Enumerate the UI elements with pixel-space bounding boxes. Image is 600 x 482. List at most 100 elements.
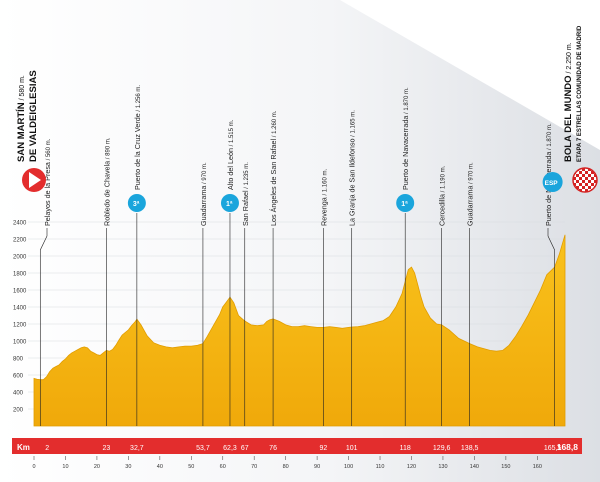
waypoint-label: Puerto de la Cruz Verde / 1.256 m. (133, 85, 142, 190)
y-tick-label: 800 (13, 357, 24, 363)
km-label: 76 (269, 445, 277, 452)
km-label: 129,6 (433, 445, 451, 452)
x-axis-ticks: 0 10 20 30 40 50 60 70 80 90 100 110 120 130 140 150 160 (32, 456, 542, 470)
y-tick-label: 1400 (13, 306, 27, 312)
x-tick-label: 70 (251, 464, 257, 470)
waypoint-altitude: / 1.515 m. (229, 119, 235, 148)
waypoint-label: Cercedilla / 1.190 m. (438, 165, 447, 226)
x-tick-label: 90 (314, 464, 320, 470)
y-tick-label: 1600 (13, 289, 27, 295)
y-tick-label: 600 (13, 374, 24, 380)
waypoint-name: Guadarrama (199, 186, 208, 226)
km-label: 118 (400, 445, 411, 452)
waypoint-name: Puerto de la Cruz Verde (133, 113, 142, 190)
x-tick-label: 130 (438, 464, 447, 470)
finish-category-badge-icon (542, 172, 563, 192)
waypoint-label: La Granja de San Ildefonso / 1.165 m. (348, 110, 357, 226)
x-tick-label: 40 (157, 464, 163, 470)
start-marker (22, 168, 46, 192)
waypoint-label: Robledo de Chavela / 890 m. (102, 137, 111, 226)
start-name-line1: SAN MARTÍN (16, 102, 27, 162)
waypoint-altitude: / 1.256 m. (136, 85, 142, 114)
waypoint-altitude: / 970 m. (469, 162, 475, 186)
waypoint-labels: Pelayos de la Presa / 560 m. Robledo de C… (16, 25, 583, 226)
y-tick-label: 2000 (13, 255, 27, 261)
waypoint-label: Guadarrama / 970 m. (466, 162, 475, 226)
y-tick-label: 400 (13, 391, 24, 397)
waypoint-name: San Rafael (241, 190, 250, 226)
y-tick-label: 2200 (13, 238, 27, 244)
finish-marker (572, 167, 598, 193)
category-badge-icon (396, 194, 415, 212)
waypoint-leader-lines (39, 213, 555, 426)
km-label: 92 (320, 445, 328, 452)
waypoint-name: Guadarrama (466, 186, 475, 226)
leader-line (547, 228, 555, 426)
waypoint-altitude: / 1.165 m. (351, 110, 357, 139)
y-tick-label: 2400 (13, 221, 27, 227)
waypoint-label: San Rafael / 1.235 m. (241, 162, 250, 226)
x-tick-label: 30 (125, 464, 131, 470)
x-tick-label: 60 (220, 464, 226, 470)
waypoint-altitude: / 890 m. (105, 137, 111, 161)
waypoint-label: Revenga / 1.160 m. (319, 169, 328, 226)
x-tick-label: 110 (376, 464, 385, 470)
waypoint-altitude: / 970 m. (202, 162, 208, 186)
km-bar (12, 438, 582, 454)
category-badge-icon (220, 194, 239, 212)
profile-area (33, 234, 566, 427)
waypoint-altitude: / 1.235 m. (244, 162, 250, 191)
km-bar-labels: Km 2 23 32,7 53,7 62,3 67 76 92 101 118 129,6 138,5 1… (17, 442, 578, 452)
km-label: 101 (346, 445, 358, 452)
y-tick-label: 1000 (13, 340, 27, 346)
waypoint-name: Los Ángeles de San Rafael (269, 138, 278, 226)
x-tick-label: 10 (62, 464, 68, 470)
x-tick-label: 20 (94, 464, 100, 470)
waypoint-name: Revenga (319, 197, 328, 226)
start-name-label: SAN MARTÍN / 580 m. (16, 75, 27, 162)
waypoint-name: Puerto de Navacerrada (401, 116, 410, 190)
y-tick-label: 1200 (13, 323, 27, 329)
waypoint-altitude: / 1.870 m. (404, 87, 410, 116)
km-label: 62,3 (223, 445, 237, 452)
km-label: 168,8 (557, 442, 579, 452)
finish-subtitle: ETAPA 7 ESTRELLAS COMUNIDAD DE MADRID (577, 25, 583, 162)
y-tick-label: 1800 (13, 272, 27, 278)
km-label: 53,7 (196, 445, 210, 452)
category-badge-label: 1ª (226, 201, 233, 208)
x-tick-label: 140 (470, 464, 479, 470)
checkered-flag-icon (572, 167, 598, 193)
start-name-line2: DE VALDEIGLESIAS (28, 70, 39, 162)
waypoint-label: Los Ángeles de San Rafael / 1.260 m. (269, 110, 278, 226)
x-tick-label: 120 (407, 464, 416, 470)
waypoint-label: Puerto de Navacerrada / 1.870 m. (401, 87, 410, 190)
elevation-profile (33, 234, 566, 427)
leader-line (39, 228, 48, 426)
x-tick-label: 0 (32, 464, 35, 470)
km-label: Km (17, 443, 30, 452)
waypoint-name: La Granja de San Ildefonso (348, 138, 357, 226)
waypoint-name: Alto del León (226, 148, 235, 190)
km-label: 32,7 (130, 445, 144, 452)
waypoint-name: Cercedilla (438, 194, 447, 226)
km-label: 138,5 (461, 445, 479, 452)
km-label: 23 (102, 445, 110, 452)
x-tick-label: 150 (501, 464, 510, 470)
km-label: 67 (241, 445, 249, 452)
category-badge-label: 1ª (401, 201, 408, 208)
km-label: 2 (45, 445, 49, 452)
finish-name: BOLA DEL MUNDO (563, 75, 574, 162)
play-arrow-icon (29, 172, 41, 188)
category-badge-icon (127, 194, 146, 212)
waypoint-altitude: / 1.870 m. (547, 123, 553, 152)
waypoint-name: Pelayos de la Presa (43, 162, 52, 226)
waypoint-label: Guadarrama / 970 m. (199, 162, 208, 226)
waypoint-label: Alto del León / 1.515 m. (226, 119, 235, 190)
x-tick-label: 80 (283, 464, 289, 470)
category-badge-label: 3ª (133, 201, 140, 208)
km-label: 165,5 (544, 445, 562, 452)
waypoint-name: Robledo de Chavela (102, 161, 111, 226)
waypoint-altitude: / 1.260 m. (272, 110, 278, 139)
y-axis-tick-labels: 200 400 600 800 1000 1200 1400 1600 1800 2000 2200… (13, 221, 27, 414)
